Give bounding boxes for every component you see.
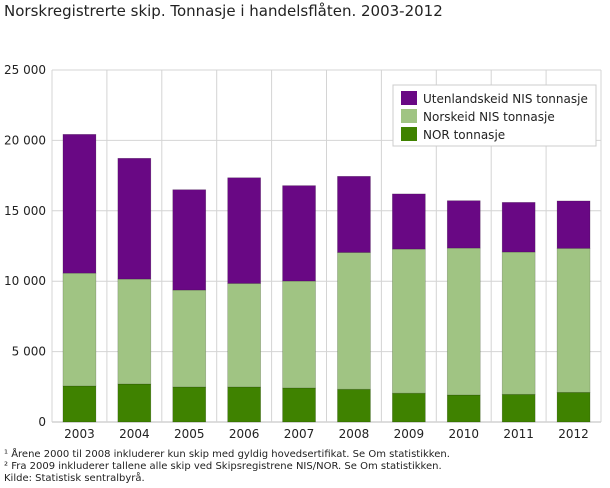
- bar-segment-2004-2: [117, 157, 152, 280]
- x-tick-label: 2004: [119, 427, 150, 441]
- bar-segment-2006-1: [227, 283, 261, 388]
- footnote-2: ² Fra 2009 inkluderer tallene alle skip …: [4, 461, 442, 472]
- legend-label: Norskeid NIS tonnasje: [423, 110, 555, 124]
- bar-segment-2006-2: [227, 177, 261, 284]
- bar-segment-2008-0: [337, 388, 371, 423]
- bar-segment-2009-0: [392, 392, 426, 423]
- x-tick-label: 2006: [229, 427, 260, 441]
- bar-segment-2008-1: [337, 252, 371, 390]
- bar-segment-2012-2: [556, 200, 591, 249]
- legend-box: [392, 84, 597, 147]
- x-tick-label: 2010: [448, 427, 479, 441]
- bar-segment-2012-1: [556, 248, 591, 393]
- y-tick-label: 5 000: [12, 345, 46, 359]
- bar-segment-2007-0: [282, 387, 316, 423]
- x-tick-label: 2012: [558, 427, 589, 441]
- chart-title: Norskregistrerte skip. Tonnasje i handel…: [4, 2, 443, 20]
- legend-swatch: [401, 91, 417, 105]
- bar-segment-2010-0: [446, 394, 481, 423]
- bar-segment-2006-0: [227, 386, 261, 423]
- x-tick-label: 2003: [64, 427, 95, 441]
- bar-segment-2010-1: [446, 247, 481, 396]
- bar-segment-2005-0: [172, 386, 207, 423]
- bar-segment-2004-1: [117, 278, 152, 385]
- bar-segment-2007-1: [282, 280, 316, 389]
- bar-segment-2005-2: [172, 189, 207, 291]
- x-tick-label: 2007: [284, 427, 315, 441]
- bar-segment-2008-2: [337, 176, 371, 253]
- y-tick-label: 20 000: [4, 133, 46, 147]
- x-tick-label: 2005: [174, 427, 205, 441]
- legend-swatch: [401, 109, 417, 123]
- footnote-1: ¹ Årene 2000 til 2008 inkluderer kun ski…: [4, 449, 450, 460]
- legend-swatch: [401, 127, 417, 141]
- source-note: Kilde: Statistisk sentralbyrå.: [4, 473, 145, 484]
- bar-segment-2003-2: [62, 134, 97, 274]
- bar-segment-2011-1: [501, 251, 536, 395]
- x-tick-label: 2009: [394, 427, 425, 441]
- stacked-bar-chart: 0 5 000 10 000 15 000 20 000 25 000 2003 2004 20…: [4, 63, 602, 441]
- y-tick-label: 25 000: [4, 63, 46, 77]
- bar-segment-2011-2: [501, 202, 536, 253]
- bar-segment-2009-2: [392, 193, 426, 250]
- legend-label: Utenlandskeid NIS tonnasje: [423, 92, 588, 106]
- bar-segment-2004-0: [117, 383, 152, 423]
- y-tick-label: 0: [38, 415, 46, 429]
- x-tick-label: 2008: [339, 427, 370, 441]
- bar-segment-2003-1: [62, 272, 97, 387]
- legend-label: NOR tonnasje: [423, 128, 505, 142]
- bar-segment-2007-2: [282, 185, 316, 282]
- y-tick-label: 15 000: [4, 204, 46, 218]
- bar-segment-2003-0: [62, 385, 97, 423]
- bar-segment-2012-0: [556, 391, 591, 423]
- x-tick-label: 2011: [503, 427, 534, 441]
- legend: Utenlandskeid NIS tonnasje Norskeid NIS t…: [392, 84, 597, 147]
- bar-segment-2010-2: [446, 200, 481, 249]
- bar-segment-2005-1: [172, 289, 207, 388]
- y-tick-label: 10 000: [4, 274, 46, 288]
- bar-segment-2009-1: [392, 248, 426, 394]
- footnotes: ¹ Årene 2000 til 2008 inkluderer kun ski…: [4, 449, 450, 485]
- bar-segment-2011-0: [501, 393, 536, 423]
